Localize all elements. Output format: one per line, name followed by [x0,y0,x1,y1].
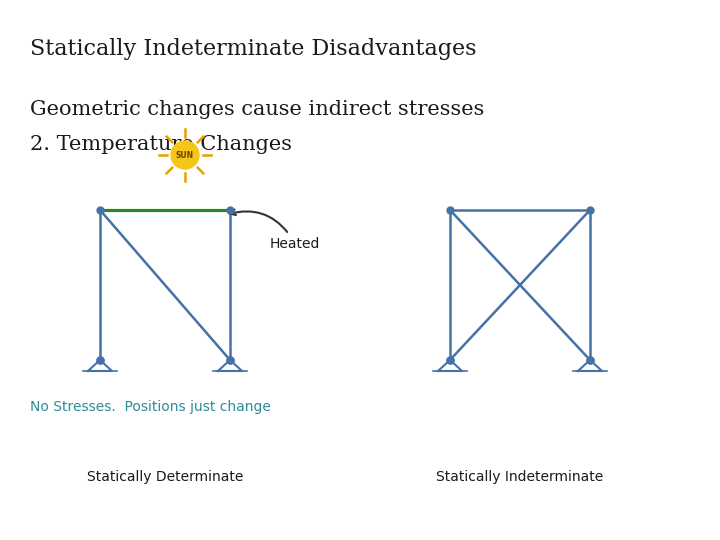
Text: 2. Temperature Changes: 2. Temperature Changes [30,135,292,154]
Text: Geometric changes cause indirect stresses: Geometric changes cause indirect stresse… [30,100,485,119]
Text: Statically Indeterminate: Statically Indeterminate [436,470,603,484]
Text: SUN: SUN [176,151,194,159]
Text: No Stresses.  Positions just change: No Stresses. Positions just change [30,400,271,414]
Text: Heated: Heated [230,210,320,251]
Text: Statically Indeterminate Disadvantages: Statically Indeterminate Disadvantages [30,38,477,60]
Circle shape [171,141,199,169]
Text: Statically Determinate: Statically Determinate [87,470,243,484]
